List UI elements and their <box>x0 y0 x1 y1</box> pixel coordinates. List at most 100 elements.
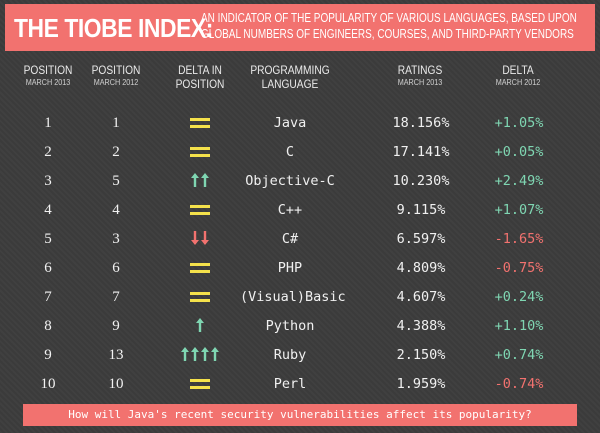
table-row: 9 13 Ruby 2.150% +0.74% <box>0 341 600 369</box>
header-position-2012: POSITION MARCH 2012 <box>86 63 146 88</box>
table-row: 1 1 Java 18.156% +1.05% <box>0 109 600 137</box>
position-2013: 10 <box>40 376 56 392</box>
rating-value: 10.230% <box>392 173 450 189</box>
delta-value: +0.05% <box>494 144 544 160</box>
rating-value: 18.156% <box>392 115 450 131</box>
delta-value: +1.05% <box>494 115 544 131</box>
language-name: Ruby <box>273 347 307 363</box>
language-name: Perl <box>273 376 307 392</box>
table-row: 10 10 Perl 1.959% -0.74% <box>0 370 600 398</box>
equal-icon <box>190 379 210 390</box>
banner-subtitle-line1: AN INDICATOR OF THE POPULARITY OF VARIOU… <box>201 11 577 25</box>
header-position-2013-label: POSITION <box>23 63 73 77</box>
delta-value: +1.10% <box>494 318 544 334</box>
table-row: 3 5 Objective-C 10.230% +2.49% <box>0 167 600 195</box>
position-2012: 1 <box>112 115 120 131</box>
arrow-up-icon <box>181 347 189 361</box>
position-2013: 1 <box>44 115 52 131</box>
header-delta: DELTA MARCH 2012 <box>478 63 558 88</box>
header-delta-position-line1: DELTA IN <box>178 63 222 77</box>
table-row: 6 6 PHP 4.809% -0.75% <box>0 254 600 282</box>
language-name: Python <box>265 318 315 334</box>
position-2013: 7 <box>44 289 52 305</box>
position-2012: 13 <box>108 347 124 363</box>
delta-value: +0.74% <box>494 347 544 363</box>
header-delta-date: MARCH 2012 <box>495 77 541 87</box>
position-2013: 2 <box>44 144 52 160</box>
arrow-up-icon <box>201 173 209 187</box>
banner-subtitle: AN INDICATOR OF THE POPULARITY OF VARIOU… <box>201 10 577 42</box>
language-name: Objective-C <box>245 173 335 189</box>
banner-subtitle-line2: GLOBAL NUMBERS OF ENGINEERS, COURSES, AN… <box>201 27 574 41</box>
banner-title: THE TIOBE INDEX: <box>14 13 213 43</box>
delta-value: -0.74% <box>494 376 544 392</box>
header-position-2013-date: MARCH 2013 <box>25 77 71 87</box>
equal-icon <box>190 147 210 158</box>
footer-banner: How will Java's recent security vulnerab… <box>23 404 577 426</box>
footer-question: How will Java's recent security vulnerab… <box>68 408 532 421</box>
table-row: 4 4 C++ 9.115% +1.07% <box>0 196 600 224</box>
position-2013: 4 <box>44 202 52 218</box>
header-language-line1: PROGRAMMING <box>250 63 330 77</box>
rating-value: 1.959% <box>396 376 446 392</box>
header-position-2013: POSITION MARCH 2013 <box>18 63 78 88</box>
language-name: (Visual)Basic <box>240 289 346 305</box>
equal-icon <box>190 118 210 129</box>
delta-value: +2.49% <box>494 173 544 189</box>
rating-value: 6.597% <box>396 231 446 247</box>
header-position-2012-date: MARCH 2012 <box>93 77 139 87</box>
position-2012: 2 <box>112 144 120 160</box>
arrow-up-icon <box>201 347 209 361</box>
header-delta-position-line2: POSITION <box>175 77 225 91</box>
language-name: C++ <box>277 202 303 218</box>
position-2012: 4 <box>112 202 120 218</box>
arrow-up-icon <box>191 173 199 187</box>
arrow-down-icon <box>201 231 209 245</box>
arrow-down-icon <box>191 231 199 245</box>
delta-value: -0.75% <box>494 260 544 276</box>
title-banner: THE TIOBE INDEX: AN INDICATOR OF THE POP… <box>5 4 595 51</box>
arrow-up-icon <box>211 347 219 361</box>
language-name: C <box>285 144 295 160</box>
language-name: PHP <box>277 260 303 276</box>
position-2013: 5 <box>44 231 52 247</box>
header-delta-label: DELTA <box>502 63 534 77</box>
table-row: 8 9 Python 4.388% +1.10% <box>0 312 600 340</box>
header-ratings: RATINGS MARCH 2013 <box>380 63 460 88</box>
rating-value: 4.607% <box>396 289 446 305</box>
rating-value: 2.150% <box>396 347 446 363</box>
up-arrows-icon <box>150 347 250 363</box>
position-2012: 10 <box>108 376 124 392</box>
delta-value: +0.24% <box>494 289 544 305</box>
position-2012: 3 <box>112 231 120 247</box>
language-name: Java <box>273 115 307 131</box>
position-2012: 7 <box>112 289 120 305</box>
down-arrows-icon <box>150 231 250 247</box>
rating-value: 17.141% <box>392 144 450 160</box>
rating-value: 9.115% <box>396 202 446 218</box>
header-language-line2: LANGUAGE <box>261 77 319 91</box>
delta-value: +1.07% <box>494 202 544 218</box>
table-row: 7 7 (Visual)Basic 4.607% +0.24% <box>0 283 600 311</box>
equal-icon <box>190 263 210 274</box>
header-position-2012-label: POSITION <box>91 63 141 77</box>
rating-value: 4.388% <box>396 318 446 334</box>
arrow-up-icon <box>196 318 204 332</box>
rating-value: 4.809% <box>396 260 446 276</box>
position-2012: 6 <box>112 260 120 276</box>
position-2013: 8 <box>44 318 52 334</box>
position-2013: 6 <box>44 260 52 276</box>
arrow-up-icon <box>191 347 199 361</box>
position-2013: 3 <box>44 173 52 189</box>
up-arrows-icon <box>150 173 250 189</box>
equal-icon <box>190 292 210 303</box>
position-2012: 9 <box>112 318 120 334</box>
header-ratings-date: MARCH 2013 <box>397 77 443 87</box>
delta-value: -1.65% <box>494 231 544 247</box>
header-delta-position: DELTA IN POSITION <box>160 63 240 91</box>
equal-icon <box>190 205 210 216</box>
up-arrows-icon <box>150 318 250 334</box>
table-row: 5 3 C# 6.597% -1.65% <box>0 225 600 253</box>
table-row: 2 2 C 17.141% +0.05% <box>0 138 600 166</box>
